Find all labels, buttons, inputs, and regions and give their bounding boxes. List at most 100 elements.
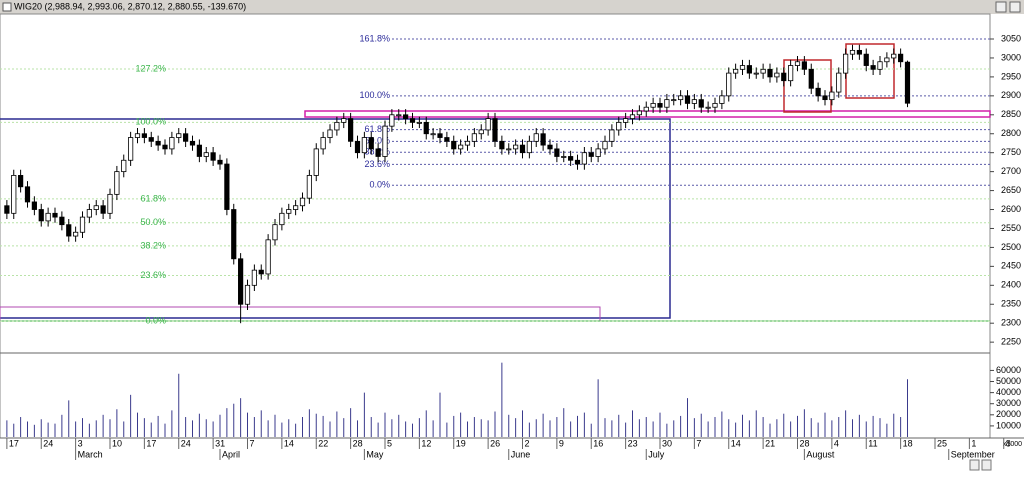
candle-body (561, 156, 567, 158)
candle-body (79, 216, 86, 233)
volume-tick-label: 40000 (996, 387, 1021, 397)
volume-tick-label: 20000 (996, 409, 1021, 419)
x-tick-label: 28 (353, 438, 363, 448)
candle-body (506, 148, 512, 151)
candle-body (760, 68, 766, 74)
x-tick-label: 2 (525, 438, 530, 448)
month-label: July (648, 449, 665, 459)
candle-body (361, 137, 367, 154)
candle-body (829, 91, 835, 101)
candle-body (568, 156, 574, 161)
scroll-left[interactable] (969, 459, 980, 471)
restore-button[interactable] (995, 1, 1007, 13)
candle-body (423, 121, 429, 135)
candle-body (348, 118, 354, 142)
candle-body (650, 103, 656, 108)
candle-body (4, 205, 10, 214)
candle-body (286, 209, 292, 214)
candle-body (863, 53, 869, 66)
candle-body (11, 175, 17, 214)
x-tick-label: 5 (387, 438, 392, 448)
candle-body (801, 61, 807, 70)
candle-body (781, 72, 787, 82)
candle-body (492, 118, 498, 142)
fib-label: 61.8% (140, 193, 166, 203)
candle-body (189, 140, 196, 146)
fib-label: 38.2% (140, 240, 166, 250)
x-tick-label: 21 (765, 438, 775, 448)
y-tick-label: 2400 (1001, 280, 1021, 290)
candle-body (396, 114, 402, 117)
candle-body (533, 133, 539, 142)
candle-body (898, 53, 904, 63)
y-tick-label: 2750 (1001, 147, 1021, 157)
candle-body (581, 152, 587, 165)
scroll-right[interactable] (981, 459, 992, 471)
x-tick-label: 11 (868, 438, 877, 448)
volume-unit: x1000 (1003, 441, 1022, 448)
y-tick-label: 2700 (1001, 166, 1021, 176)
volume-tick-label: 60000 (996, 365, 1021, 375)
x-tick-label: 10 (112, 438, 122, 448)
candle-body (169, 137, 175, 150)
month-label: April (222, 449, 240, 459)
candle-body (162, 144, 168, 150)
candle-body (389, 114, 395, 127)
candle-body (849, 49, 856, 55)
candle-body (45, 212, 51, 222)
candle-body (217, 159, 223, 165)
x-tick-label: 1 (971, 438, 976, 448)
month-label: March (78, 449, 103, 459)
candle-body (334, 121, 340, 131)
x-tick-label: 22 (318, 438, 328, 448)
window-icon (2, 2, 12, 12)
month-label: June (511, 449, 531, 459)
fib-label: 127.2% (135, 63, 166, 73)
candle-body (134, 133, 141, 138)
candle-body (279, 212, 285, 226)
fib-label: 100.0% (359, 90, 390, 100)
candle-body (719, 95, 725, 104)
candle-body (774, 72, 780, 78)
x-tick-label: 23 (628, 438, 638, 448)
candle-body (815, 87, 821, 97)
fib-label: 50.0% (140, 217, 166, 227)
candle-body (430, 133, 436, 136)
candle-body (327, 129, 333, 138)
y-tick-label: 2800 (1001, 128, 1021, 138)
y-tick-label: 2450 (1001, 261, 1021, 271)
candle-body (320, 137, 326, 150)
candle-body (251, 269, 257, 286)
candle-body (540, 133, 546, 146)
candle-body (93, 205, 99, 210)
candle-body (499, 140, 505, 150)
close-button[interactable] (1009, 1, 1021, 13)
candle-body (602, 140, 608, 150)
candle-body (843, 53, 849, 74)
y-tick-label: 2300 (1001, 318, 1021, 328)
candle-body (884, 57, 890, 63)
candle-body (196, 144, 202, 157)
y-tick-label: 3050 (1001, 33, 1021, 43)
candle-body (451, 140, 457, 150)
candle-body (299, 197, 306, 207)
fib-label: 50.0% (364, 136, 390, 146)
candle-body (746, 65, 752, 74)
candle-body (224, 163, 230, 210)
title-bar (0, 0, 1024, 14)
candle-body (691, 99, 697, 104)
x-tick-label: 24 (181, 438, 191, 448)
x-tick-label: 30 (662, 438, 672, 448)
candle-body (616, 121, 622, 131)
x-tick-label: 31 (215, 438, 225, 448)
x-tick-label: 14 (731, 438, 741, 448)
candle-body (18, 175, 24, 188)
x-tick-label: 3 (78, 438, 83, 448)
y-tick-label: 3000 (1001, 52, 1021, 62)
candle-body (513, 144, 519, 150)
candle-body (31, 201, 37, 210)
candle-body (341, 118, 347, 123)
fib-label: 100.0% (135, 117, 166, 127)
candle-body (712, 103, 718, 108)
